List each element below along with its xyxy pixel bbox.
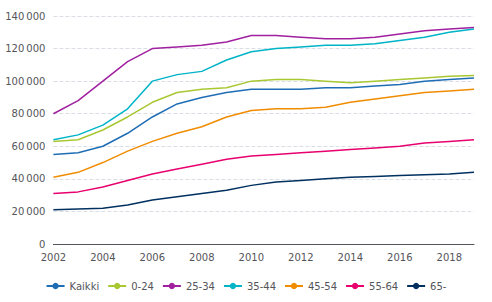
svg-text:120 000: 120 000 <box>5 43 45 54</box>
svg-text:65-: 65- <box>430 281 447 292</box>
svg-text:100 000: 100 000 <box>5 76 45 87</box>
svg-text:40 000: 40 000 <box>12 173 46 184</box>
svg-text:Kaikki: Kaikki <box>70 281 100 292</box>
svg-text:0-24: 0-24 <box>131 281 154 292</box>
svg-text:2002: 2002 <box>41 252 66 263</box>
svg-text:20 000: 20 000 <box>12 206 46 217</box>
svg-text:2004: 2004 <box>90 252 115 263</box>
svg-text:2006: 2006 <box>140 252 165 263</box>
svg-text:2008: 2008 <box>189 252 214 263</box>
svg-text:140 000: 140 000 <box>5 11 45 22</box>
svg-text:2014: 2014 <box>338 252 363 263</box>
svg-text:2016: 2016 <box>387 252 412 263</box>
svg-text:25-34: 25-34 <box>186 281 215 292</box>
svg-text:55-64: 55-64 <box>369 281 398 292</box>
svg-text:45-54: 45-54 <box>308 281 337 292</box>
svg-text:2018: 2018 <box>437 252 462 263</box>
svg-text:2012: 2012 <box>288 252 313 263</box>
svg-text:2010: 2010 <box>239 252 264 263</box>
svg-text:0: 0 <box>39 239 45 250</box>
svg-text:60 000: 60 000 <box>12 141 46 152</box>
svg-text:35-44: 35-44 <box>247 281 276 292</box>
svg-text:80 000: 80 000 <box>12 108 46 119</box>
